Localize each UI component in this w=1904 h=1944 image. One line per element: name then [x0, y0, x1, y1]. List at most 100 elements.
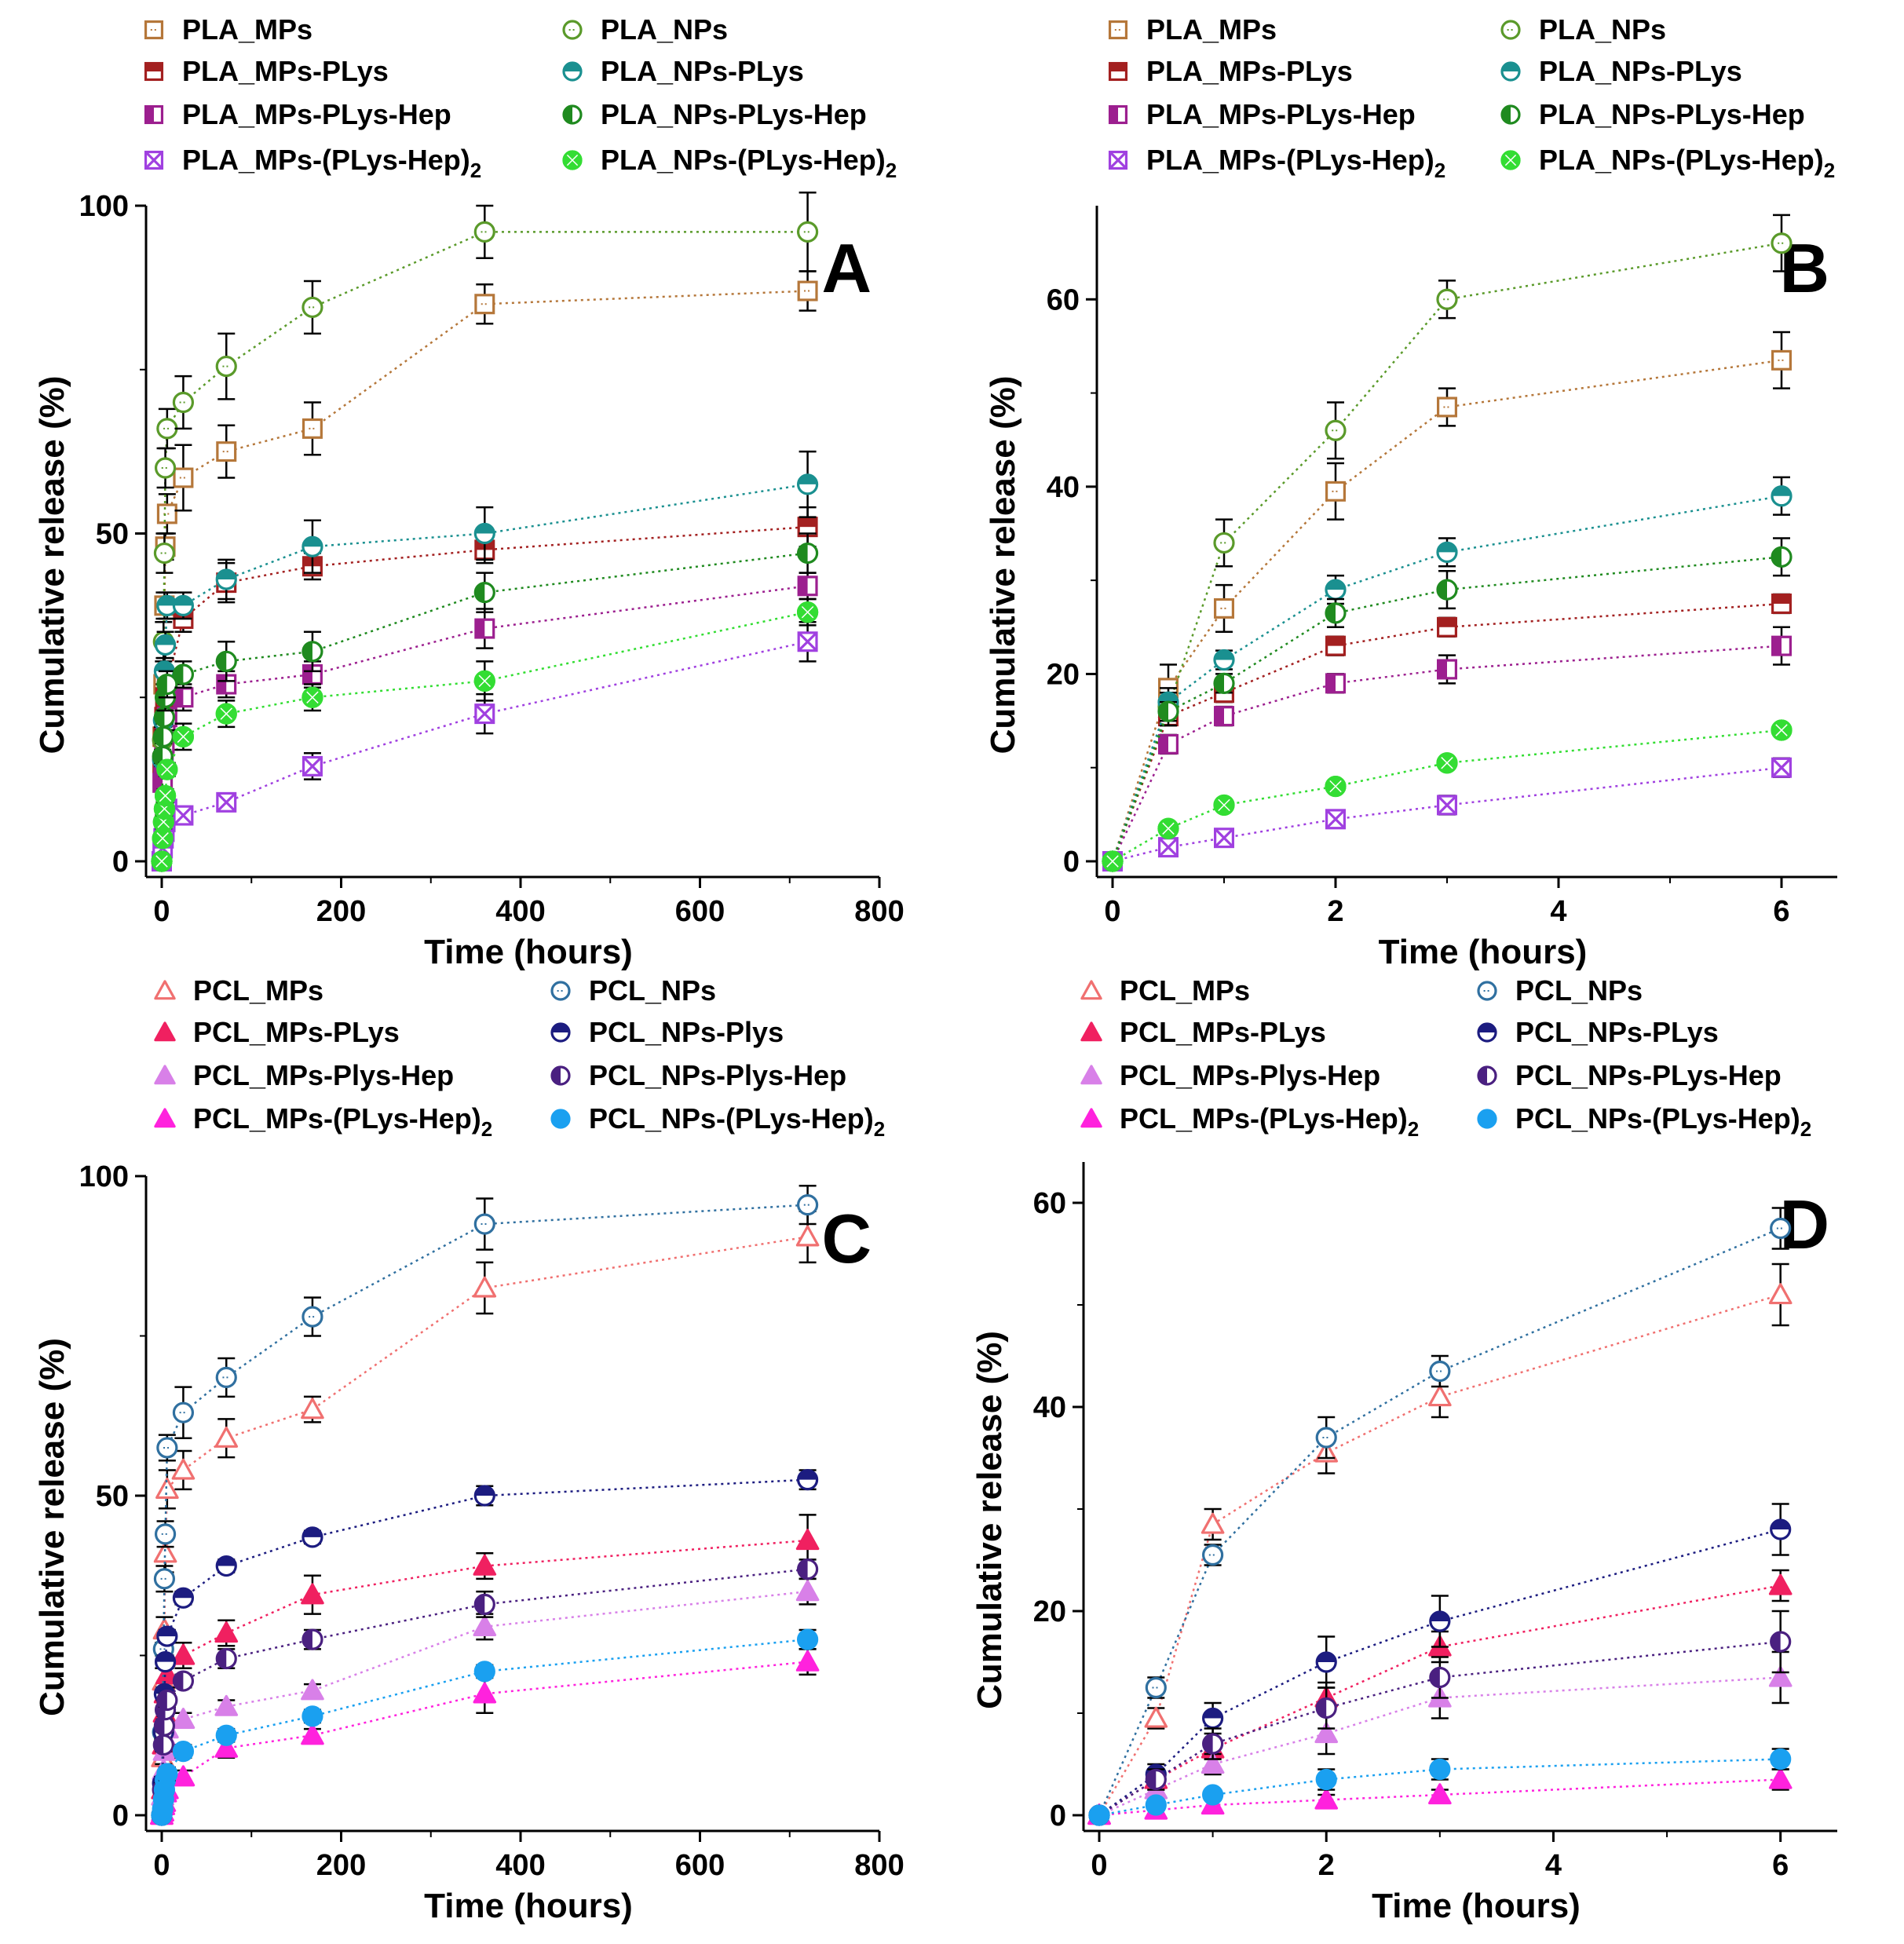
data-point: [155, 1663, 179, 1685]
data-point: [172, 1401, 195, 1423]
legend-label: PCL_MPs-PLys: [193, 1016, 400, 1048]
data-point: [1436, 288, 1458, 310]
legend-label: PCL_MPs: [1120, 974, 1250, 1007]
series-line: [1098, 1293, 1782, 1816]
data-point: [1144, 1706, 1168, 1728]
data-point: [171, 1643, 196, 1665]
legend-item-pcl-mps-plys: PCL_MPs-PLys: [1080, 1016, 1326, 1048]
legend-item-pla-nps-plys-hep-2: PLA_NPs-(PLys-Hep)2: [1500, 144, 1835, 182]
legend: PCL_MPs PCL_MPs-PLys PCL_MPs-Plys-Hep PCL_M…: [1080, 974, 1811, 1141]
data-point: [1145, 1768, 1167, 1791]
legend-marker: [550, 981, 571, 1001]
x-tick-label: 400: [495, 895, 545, 928]
legend-marker: [1477, 1065, 1497, 1086]
y-tick-label: 40: [1047, 471, 1080, 504]
data-point: [1201, 1752, 1225, 1774]
data-point: [153, 1541, 177, 1563]
data-point: [1157, 700, 1179, 722]
data-point: [797, 576, 818, 597]
legend: PLA_MPs PLA_MPs-PLys PLA_MPs-PLys-Hep PLA_M…: [1108, 13, 1835, 182]
data-point: [797, 631, 818, 652]
legend-item-pla-nps-plys: PLA_NPs-PLys: [1500, 55, 1742, 87]
data-point: [1770, 1631, 1792, 1653]
x-tick-label: 0: [1104, 895, 1120, 928]
legend-label: PLA_NPs-PLys-Hep: [1539, 98, 1805, 130]
data-point: [1436, 616, 1457, 638]
legend-label: PCL_MPs-(PLys-Hep)2: [193, 1102, 492, 1141]
data-point: [473, 1661, 495, 1683]
data-point: [796, 221, 819, 243]
data-point: [156, 503, 177, 524]
legend-item-pla-mps-plys: PLA_MPs-PLys: [1108, 55, 1353, 87]
panel-letter: C: [821, 1200, 872, 1277]
data-point: [172, 1741, 195, 1763]
data-point: [795, 1650, 820, 1672]
data-point: [1157, 817, 1179, 839]
data-point: [1325, 673, 1346, 694]
legend-item-pcl-nps-plys: PCL_NPs-Plys: [550, 1016, 784, 1048]
series-pcl-nps-plys-hep-2: [1088, 1748, 1792, 1826]
x-tick-label: 0: [1091, 1849, 1107, 1882]
data-point: [1770, 1217, 1792, 1240]
data-point: [1102, 850, 1124, 872]
legend-label: PLA_NPs-PLys: [601, 55, 804, 87]
y-tick-label: 60: [1033, 1187, 1066, 1220]
series-line: [1098, 1640, 1781, 1817]
legend-label: PLA_MPs-(PLys-Hep)2: [182, 144, 481, 182]
x-tick-label: 4: [1545, 1849, 1562, 1882]
y-tick-label: 0: [112, 1800, 129, 1833]
panel-a: 0 200 400 600 800 0 50 100 Time (hours) Cumulativ…: [33, 13, 904, 971]
series-line: [1111, 602, 1782, 862]
legend-marker: [1108, 150, 1128, 170]
data-point: [171, 1458, 196, 1480]
legend-item-pcl-mps-plys-hep-2: PCL_MPs-(PLys-Hep)2: [154, 1102, 492, 1141]
legend-item-pcl-nps-plys: PCL_NPs-PLys: [1477, 1016, 1719, 1048]
data-point: [214, 1426, 239, 1448]
data-point: [473, 1485, 495, 1507]
legend: PCL_MPs PCL_MPs-PLys PCL_MPs-Plys-Hep PCL_M…: [154, 974, 885, 1141]
legend: PLA_MPs PLA_MPs-PLys PLA_MPs-PLys-Hep PLA_M…: [144, 13, 897, 182]
data-point: [1213, 672, 1235, 694]
data-point: [474, 618, 495, 639]
data-point: [152, 725, 174, 747]
x-tick-label: 2: [1327, 895, 1343, 928]
data-point: [214, 1694, 239, 1716]
data-point: [1771, 232, 1793, 254]
data-point: [1436, 659, 1457, 680]
legend-item-pcl-mps-plys-hep-2: PCL_MPs-(PLys-Hep)2: [1080, 1102, 1419, 1141]
y-tick-label: 20: [1047, 658, 1080, 691]
data-point: [215, 650, 237, 672]
data-point: [301, 535, 323, 557]
legend-label: PLA_MPs-PLys-Hep: [1146, 98, 1416, 130]
data-point: [301, 755, 323, 777]
data-point: [301, 1705, 323, 1727]
y-tick-label: 100: [79, 1160, 129, 1193]
data-point: [153, 1715, 176, 1737]
data-point: [1202, 1707, 1224, 1730]
data-point: [1768, 1665, 1793, 1687]
legend-label: PLA_NPs: [601, 13, 728, 46]
panel-c: 0 200 400 600 800 0 50 100 Time (hours) Cumulativ…: [33, 974, 904, 1925]
data-point: [1325, 635, 1346, 656]
data-point: [1429, 1610, 1451, 1632]
data-point: [1145, 1794, 1167, 1816]
x-axis-title: Time (hours): [424, 933, 633, 971]
data-point: [154, 634, 177, 656]
data-point: [1325, 809, 1346, 830]
x-tick-label: 6: [1772, 1849, 1789, 1882]
legend-item-pcl-nps: PCL_NPs: [1477, 974, 1643, 1007]
legend-item-pla-nps: PLA_NPs: [1500, 13, 1666, 46]
legend-item-pcl-nps: PCL_NPs: [550, 974, 716, 1007]
legend-item-pcl-nps-plys-hep: PCL_NPs-PLys-Hep: [1477, 1059, 1782, 1091]
data-point: [301, 1398, 324, 1420]
x-tick-label: 800: [854, 1849, 904, 1882]
data-point: [301, 1628, 323, 1650]
data-point: [173, 805, 194, 826]
data-point: [1768, 1283, 1793, 1305]
y-tick-label: 0: [1050, 1800, 1066, 1833]
data-point: [1436, 579, 1458, 601]
data-point: [473, 582, 495, 604]
data-point: [473, 1593, 495, 1615]
